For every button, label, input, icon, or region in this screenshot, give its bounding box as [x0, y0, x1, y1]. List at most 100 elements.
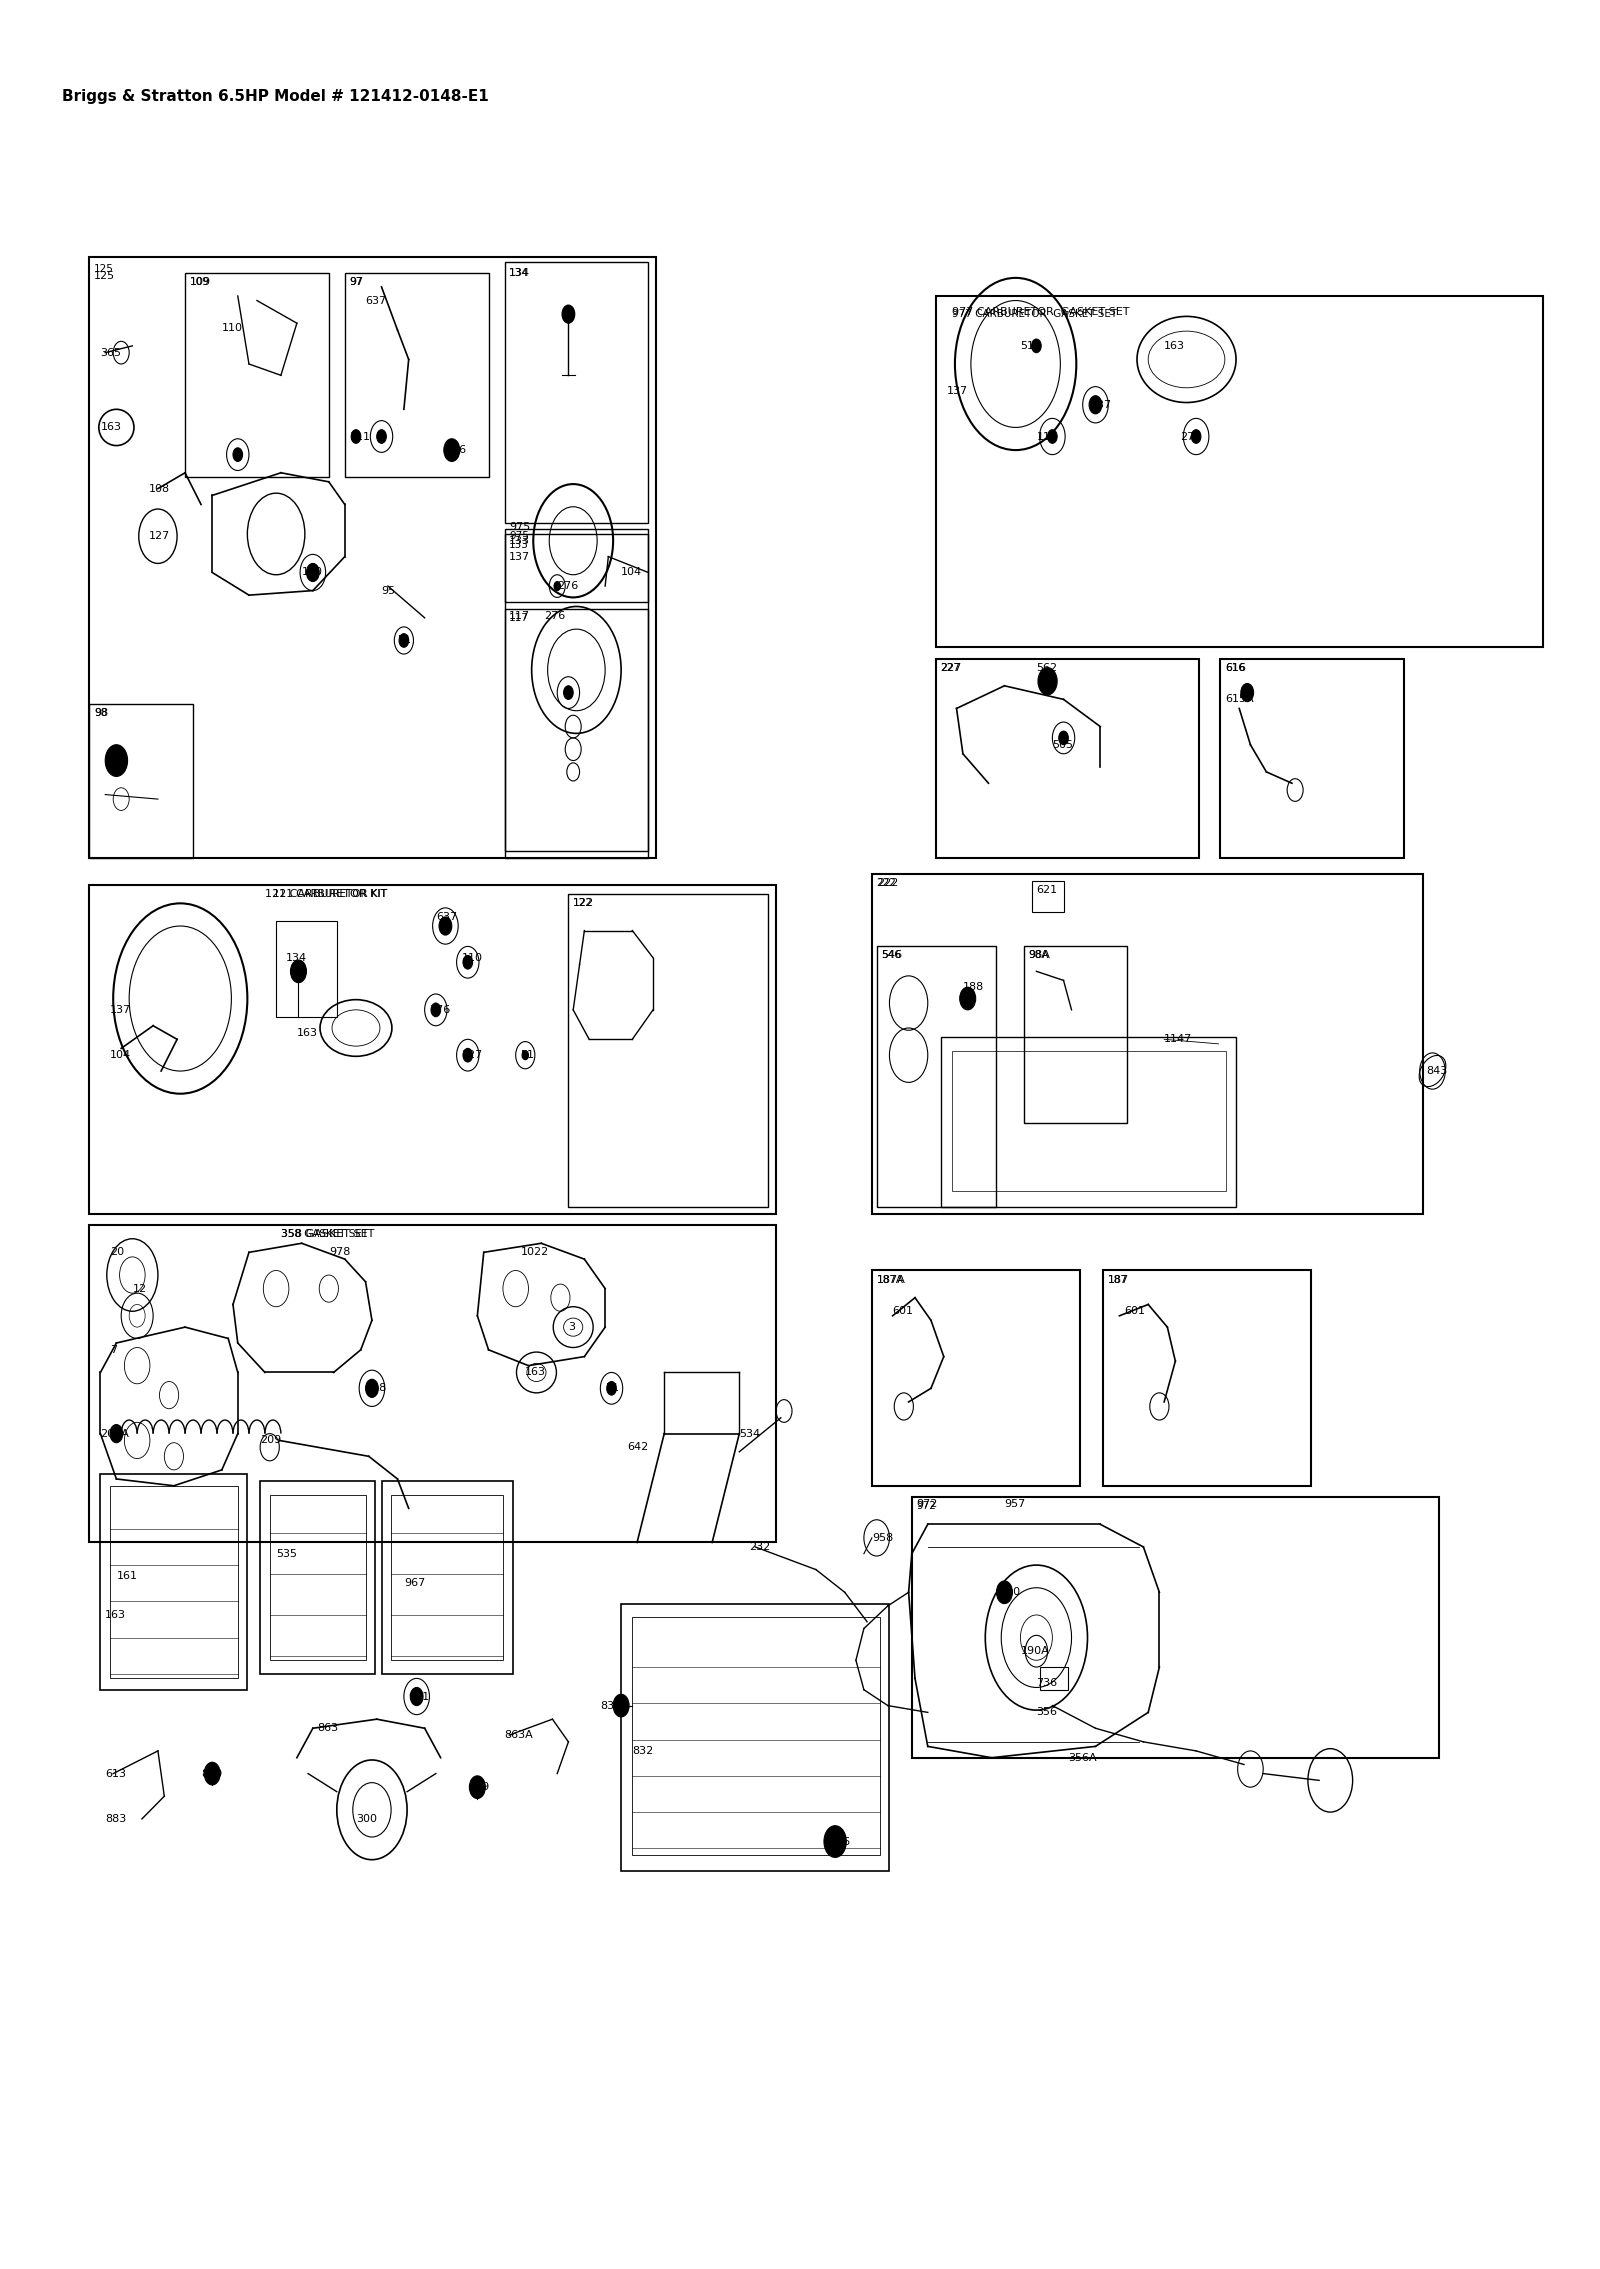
Text: 843: 843 — [1426, 1066, 1448, 1076]
Text: 546: 546 — [882, 951, 902, 960]
Text: 977 CARBURETOR  GASKET SET: 977 CARBURETOR GASKET SET — [952, 309, 1117, 320]
Bar — [504, 261, 648, 522]
Bar — [110, 1486, 238, 1679]
Text: 95: 95 — [381, 585, 395, 594]
Text: 276: 276 — [557, 581, 579, 590]
Circle shape — [307, 563, 320, 581]
Circle shape — [1090, 395, 1102, 413]
Text: 134: 134 — [286, 953, 307, 962]
Circle shape — [430, 1003, 440, 1017]
Text: 98A: 98A — [1029, 951, 1048, 960]
Text: 190A: 190A — [1021, 1647, 1050, 1656]
Text: 110: 110 — [1037, 431, 1058, 442]
Bar — [872, 1271, 1080, 1486]
Text: 356A: 356A — [1069, 1752, 1098, 1763]
Text: 358 GASKET SET: 358 GASKET SET — [282, 1230, 368, 1239]
Text: 137: 137 — [509, 551, 531, 563]
Text: 134: 134 — [509, 268, 531, 279]
Text: 736: 736 — [1037, 1679, 1058, 1688]
Text: 20: 20 — [110, 1248, 125, 1257]
Text: 276: 276 — [1181, 431, 1202, 442]
Text: 276: 276 — [544, 610, 566, 619]
Text: 209A: 209A — [101, 1429, 130, 1439]
Text: 616: 616 — [1226, 663, 1246, 672]
Text: 133: 133 — [509, 540, 530, 551]
Text: 98: 98 — [94, 708, 107, 717]
Text: 137: 137 — [110, 1005, 131, 1014]
Text: 111: 111 — [349, 431, 371, 442]
Text: 133: 133 — [509, 535, 530, 547]
Text: 163: 163 — [1165, 340, 1186, 352]
Text: 300: 300 — [355, 1813, 378, 1824]
Text: 163: 163 — [525, 1368, 546, 1377]
Text: 637: 637 — [1091, 399, 1112, 411]
Text: 534: 534 — [739, 1429, 760, 1439]
Text: 121 CARBURETOR KIT: 121 CARBURETOR KIT — [274, 889, 387, 899]
Text: 161: 161 — [117, 1572, 138, 1581]
Text: 505: 505 — [1053, 740, 1074, 749]
Text: 51: 51 — [520, 1051, 534, 1060]
Text: 117: 117 — [509, 613, 530, 622]
Circle shape — [110, 1425, 123, 1443]
Text: 117: 117 — [509, 610, 531, 619]
Text: 975: 975 — [509, 522, 531, 533]
Circle shape — [365, 1380, 378, 1398]
Text: 227: 227 — [941, 663, 962, 672]
Circle shape — [522, 1051, 528, 1060]
Text: 104: 104 — [110, 1051, 131, 1060]
Bar — [344, 272, 488, 476]
Text: 51: 51 — [1021, 340, 1035, 352]
Text: 12: 12 — [133, 1284, 147, 1293]
Circle shape — [562, 304, 574, 322]
Text: 104: 104 — [621, 567, 642, 579]
Text: 637: 637 — [365, 295, 387, 306]
Circle shape — [376, 429, 386, 442]
Circle shape — [1038, 667, 1058, 694]
Text: 187A: 187A — [877, 1275, 906, 1284]
Bar — [277, 921, 338, 1017]
Circle shape — [106, 744, 128, 776]
Bar — [504, 533, 648, 851]
Bar — [90, 256, 656, 858]
Bar — [90, 703, 194, 858]
Text: 972: 972 — [917, 1500, 938, 1509]
Circle shape — [438, 917, 451, 935]
Text: 109: 109 — [190, 277, 211, 288]
Bar — [390, 1495, 502, 1661]
Bar — [504, 608, 648, 858]
Text: 222: 222 — [877, 878, 898, 887]
Bar — [101, 1475, 248, 1690]
Text: 97: 97 — [349, 277, 363, 288]
Text: 7: 7 — [110, 1346, 117, 1355]
Text: 883: 883 — [106, 1813, 126, 1824]
Text: 832: 832 — [632, 1745, 653, 1756]
Text: 863A: 863A — [504, 1729, 533, 1740]
Text: 187: 187 — [1109, 1275, 1130, 1284]
Circle shape — [443, 438, 459, 461]
Text: 3: 3 — [568, 1323, 576, 1332]
Text: 163: 163 — [101, 422, 122, 433]
Text: 868: 868 — [365, 1384, 387, 1393]
Text: 836: 836 — [829, 1836, 850, 1847]
Text: 51: 51 — [605, 1384, 619, 1393]
Text: 958: 958 — [872, 1534, 893, 1543]
Text: 642: 642 — [627, 1443, 648, 1452]
Circle shape — [554, 581, 560, 590]
Text: 110: 110 — [461, 953, 482, 962]
Circle shape — [613, 1695, 629, 1718]
Text: 187: 187 — [1109, 1275, 1128, 1284]
Bar — [877, 946, 997, 1207]
Text: 276: 276 — [429, 1005, 451, 1014]
Text: 977 CARBURETOR  GASKET SET: 977 CARBURETOR GASKET SET — [952, 306, 1130, 318]
Text: 836A: 836A — [600, 1699, 629, 1711]
Text: 97: 97 — [349, 277, 363, 288]
Text: 163: 163 — [298, 1028, 318, 1037]
Text: 109: 109 — [190, 277, 210, 288]
Bar — [872, 874, 1422, 1214]
Circle shape — [1059, 731, 1069, 744]
Text: 637: 637 — [435, 912, 458, 921]
Text: 819: 819 — [202, 1768, 222, 1779]
Text: 122: 122 — [573, 899, 595, 908]
Text: Briggs & Stratton 6.5HP Model # 121412-0148-E1: Briggs & Stratton 6.5HP Model # 121412-0… — [62, 88, 490, 104]
Bar — [270, 1495, 365, 1661]
